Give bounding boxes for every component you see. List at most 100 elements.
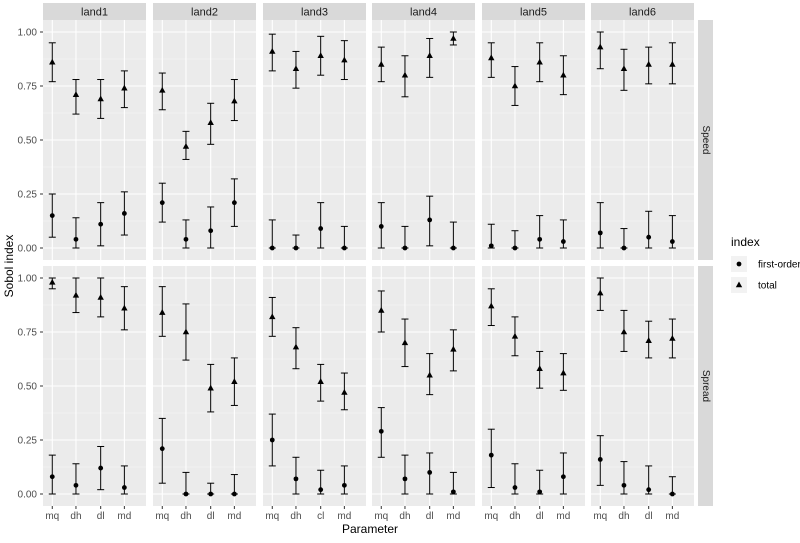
- facet-strip-land4: [372, 3, 475, 20]
- x-tick-label: dh: [399, 511, 410, 522]
- point-total: [560, 369, 567, 376]
- point-total: [450, 34, 457, 41]
- x-tick-label: md: [227, 511, 241, 522]
- point-total: [97, 293, 104, 300]
- x-tick-label: dh: [180, 511, 191, 522]
- point-first-order: [512, 245, 518, 251]
- row-strip-spread: [698, 266, 713, 506]
- point-first-order: [208, 491, 214, 497]
- point-first-order: [537, 489, 543, 495]
- y-tick-label: 0.75: [18, 328, 38, 339]
- x-tick-label: dh: [70, 511, 81, 522]
- x-tick-label: md: [337, 511, 351, 522]
- point-first-order: [183, 236, 189, 242]
- point-total: [378, 60, 385, 67]
- point-total: [341, 388, 348, 395]
- point-total: [269, 313, 276, 320]
- y-tick-label: 0.50: [18, 382, 38, 393]
- point-total: [401, 71, 409, 78]
- point-first-order: [597, 230, 603, 236]
- facet-strip-label-land3: land3: [301, 7, 328, 19]
- x-tick-label: mq: [374, 511, 388, 522]
- y-tick-label: 0.00: [18, 490, 38, 501]
- point-total: [317, 378, 324, 384]
- point-first-order: [269, 437, 275, 443]
- point-total: [560, 71, 567, 78]
- point-total: [426, 52, 433, 59]
- panel-speed-land6: [591, 20, 694, 260]
- facet-strip-land3: [263, 3, 366, 20]
- y-axis-title: Sobol index: [2, 235, 16, 298]
- x-tick-label: mq: [484, 511, 498, 522]
- point-total: [121, 304, 128, 311]
- legend-key-triangle: [735, 281, 743, 288]
- point-total: [426, 371, 433, 378]
- x-tick-label: dl: [426, 511, 434, 522]
- point-first-order: [73, 236, 79, 242]
- point-total: [292, 65, 300, 72]
- point-total: [159, 86, 166, 93]
- x-tick-label: md: [665, 511, 679, 522]
- row-strip-speed: [698, 20, 713, 260]
- point-total: [207, 384, 214, 391]
- point-total: [511, 82, 519, 89]
- x-tick-label: dh: [509, 511, 520, 522]
- point-first-order: [121, 485, 127, 490]
- point-total: [182, 328, 190, 335]
- row-strip-label-speed: Speed: [700, 126, 711, 155]
- point-total: [97, 95, 104, 102]
- x-axis-title: Parameter: [342, 522, 398, 536]
- legend-label-triangle: total: [758, 281, 777, 292]
- point-total: [317, 52, 324, 59]
- point-first-order: [488, 452, 494, 458]
- point-first-order: [646, 487, 652, 493]
- facet-strip-label-land1: land1: [81, 7, 108, 19]
- point-first-order: [159, 446, 165, 452]
- legend-label-circle: first-order: [758, 260, 800, 271]
- x-tick-label: md: [117, 511, 131, 522]
- y-tick-label: 0.25: [18, 436, 38, 447]
- point-total: [231, 97, 238, 104]
- point-first-order: [378, 224, 384, 229]
- y-tick-label: 0.75: [18, 82, 38, 93]
- point-first-order: [621, 245, 627, 251]
- point-first-order: [646, 234, 652, 240]
- legend-title: index: [731, 235, 760, 249]
- point-total: [597, 289, 604, 296]
- point-first-order: [269, 245, 275, 251]
- x-tick-label: dl: [645, 511, 653, 522]
- point-first-order: [121, 211, 127, 216]
- point-first-order: [621, 482, 627, 488]
- point-first-order: [183, 491, 189, 497]
- facet-strip-land5: [482, 3, 585, 20]
- point-first-order: [669, 239, 675, 244]
- x-tick-label: dh: [290, 511, 301, 522]
- point-first-order: [98, 221, 104, 227]
- x-tick-label: mq: [45, 511, 59, 522]
- panel-spread-land4: [372, 266, 475, 506]
- point-total: [620, 65, 628, 72]
- point-first-order: [488, 243, 494, 249]
- point-total: [511, 332, 519, 339]
- y-tick-label: 0.00: [18, 244, 38, 255]
- facet-strip-label-land2: land2: [191, 7, 218, 19]
- point-first-order: [49, 213, 55, 219]
- point-total: [159, 309, 166, 315]
- y-tick-label: 0.25: [18, 190, 38, 201]
- point-first-order: [208, 228, 214, 234]
- y-tick-label: 1.00: [18, 274, 38, 285]
- x-tick-label: mq: [593, 511, 607, 522]
- point-first-order: [560, 239, 566, 244]
- point-first-order: [537, 236, 543, 242]
- panel-speed-land2: [153, 20, 256, 260]
- panel-speed-land1: [43, 20, 146, 260]
- point-first-order: [98, 465, 104, 471]
- point-total: [536, 58, 543, 65]
- facet-strip-label-land5: land5: [520, 7, 547, 19]
- point-first-order: [49, 474, 55, 480]
- panel-spread-land5: [482, 266, 585, 506]
- point-total: [488, 54, 495, 61]
- point-first-order: [450, 245, 456, 251]
- x-tick-label: dl: [207, 511, 215, 522]
- point-first-order: [402, 476, 408, 482]
